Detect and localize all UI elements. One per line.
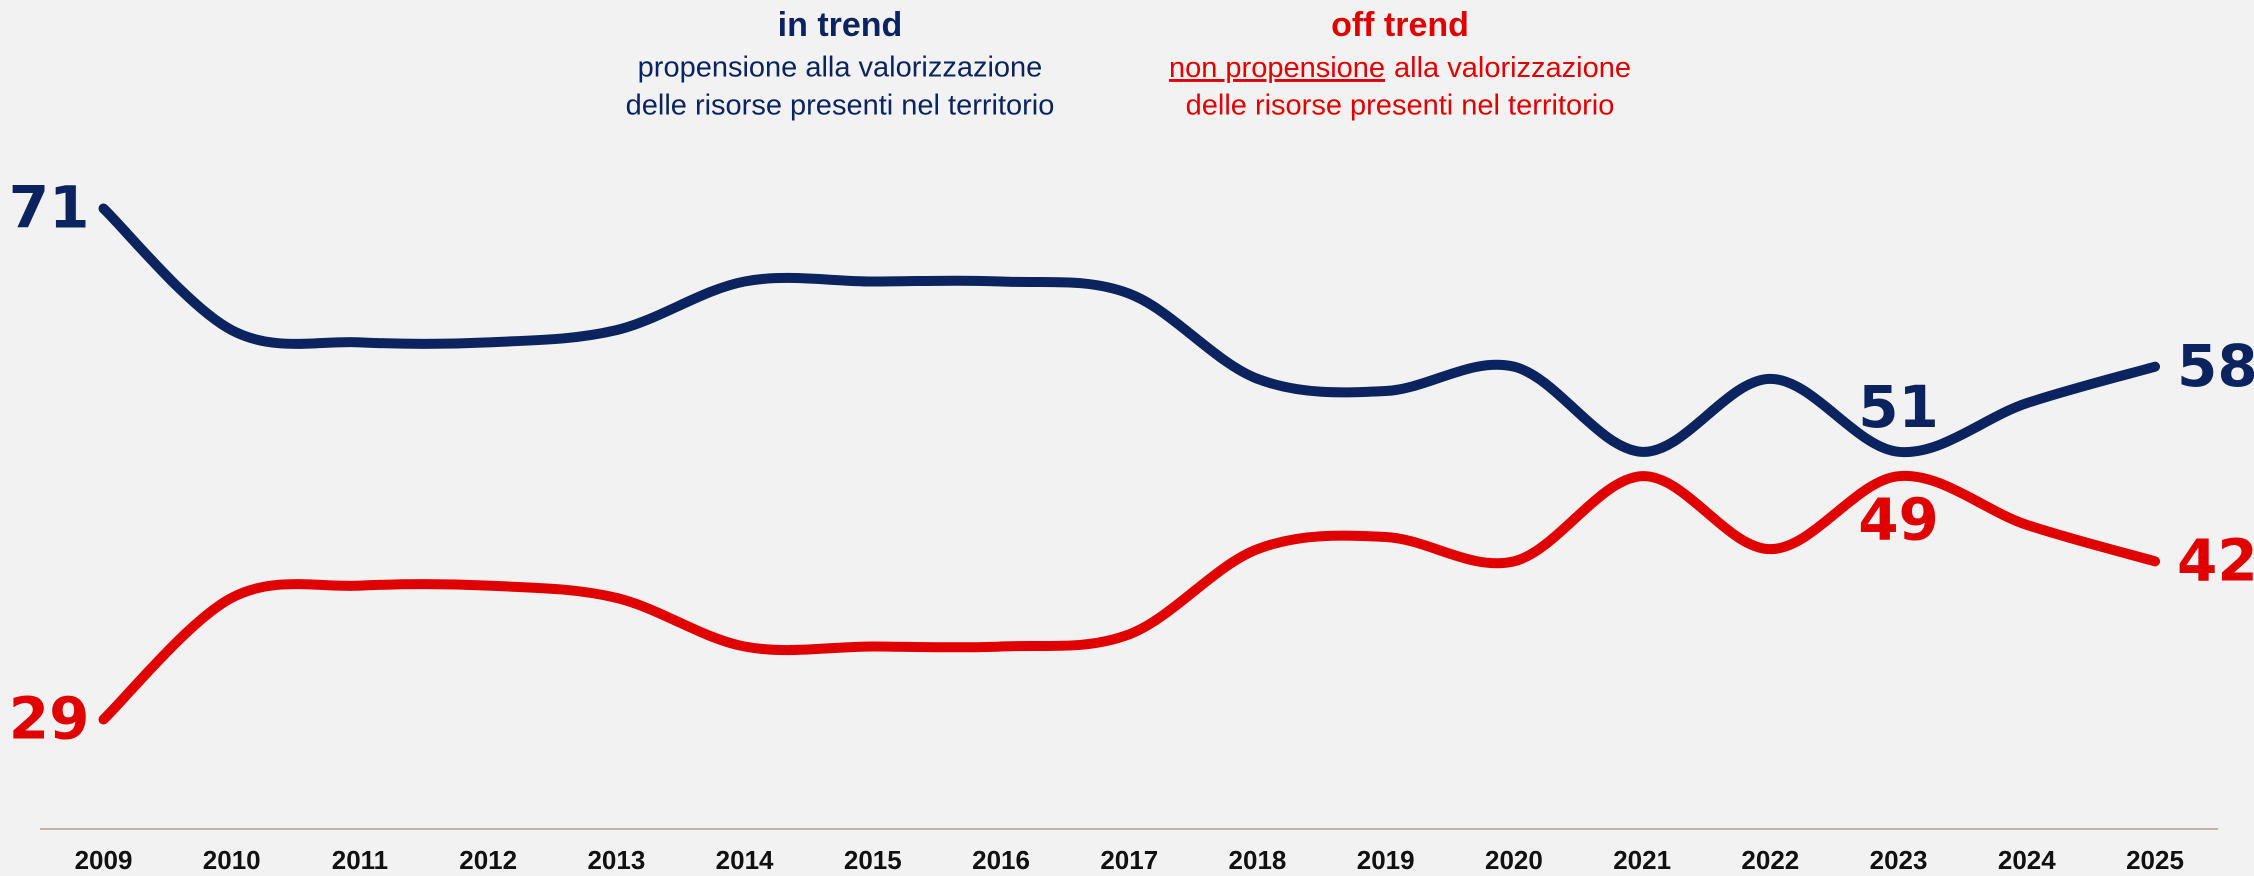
legend-title: in trend [778, 6, 903, 44]
legend-text: propensione alla valorizzazione [638, 52, 1043, 84]
x-tick-label: 2017 [1100, 845, 1158, 875]
legend-text: delle risorse presenti nel territorio [1186, 90, 1615, 122]
x-tick-label: 2020 [1485, 845, 1543, 875]
data-label: 51 [1858, 373, 1939, 441]
x-tick-label: 2021 [1613, 845, 1671, 875]
legend-text: non propensione alla valorizzazione [1169, 52, 1631, 84]
legend-text-underlined: non propensione [1169, 52, 1385, 84]
x-tick-label: 2018 [1229, 845, 1287, 875]
x-tick-label: 2010 [203, 845, 261, 875]
x-tick-label: 2009 [75, 845, 133, 875]
data-label: 42 [2177, 526, 2254, 594]
x-tick-label: 2011 [332, 845, 388, 875]
line [98, 470, 2160, 725]
x-tick-label: 2025 [2126, 845, 2184, 875]
legend-text: delle risorse presenti nel territorio [626, 90, 1055, 122]
x-tick-label: 2022 [1741, 845, 1799, 875]
x-tick-label: 2012 [459, 845, 517, 875]
x-tick-label: 2013 [587, 845, 645, 875]
line [98, 203, 2160, 458]
data-label: 58 [2177, 332, 2254, 400]
x-tick-label: 2015 [844, 845, 902, 875]
data-label: 29 [9, 685, 90, 753]
x-tick-label: 2019 [1357, 845, 1415, 875]
x-tick-label: 2024 [1998, 845, 2056, 875]
data-label: 71 [9, 174, 90, 242]
x-tick-label: 2014 [716, 845, 774, 875]
legend-title: off trend [1331, 6, 1469, 44]
x-tick-label: 2016 [972, 845, 1030, 875]
legend-text: alla valorizzazione [1394, 52, 1631, 84]
x-tick-label: 2023 [1870, 845, 1928, 875]
data-label: 49 [1858, 485, 1939, 553]
